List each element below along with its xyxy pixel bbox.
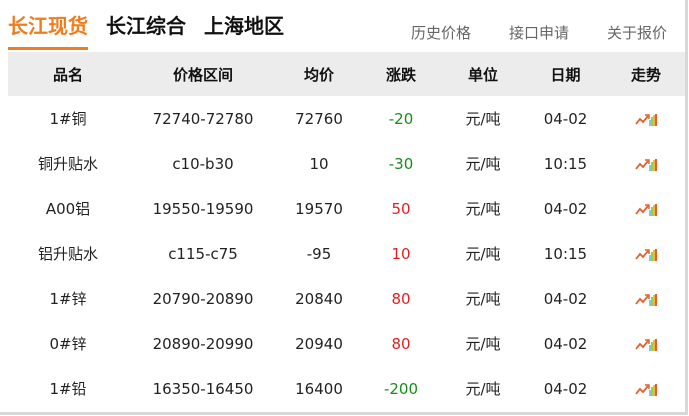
table-row: 0#锌 20890-20990 20940 80 元/吨 04-02 xyxy=(8,321,685,366)
history-price-link[interactable]: 历史价格 xyxy=(410,24,471,42)
unit: 元/吨 xyxy=(465,155,501,173)
col-date: 日期 xyxy=(550,65,581,84)
avg-price: 72760 xyxy=(295,109,343,128)
trend-chart-icon[interactable] xyxy=(607,382,685,396)
col-trend: 走势 xyxy=(630,65,661,84)
price-range: 72740-72780 xyxy=(152,109,254,128)
product-name: 1#铅 xyxy=(49,380,87,398)
product-name: 铜升贴水 xyxy=(37,155,98,173)
col-range: 价格区间 xyxy=(172,65,233,84)
price-range: 16350-16450 xyxy=(152,379,254,398)
trend-chart-icon[interactable] xyxy=(607,292,685,306)
avg-price: 20940 xyxy=(295,334,343,353)
price-change: 80 xyxy=(391,334,411,353)
price-range: 19550-19590 xyxy=(152,199,254,218)
avg-price: 19570 xyxy=(295,199,343,218)
tab-shanghai[interactable]: 上海地区 xyxy=(204,14,284,38)
price-range: 20790-20890 xyxy=(152,289,254,308)
col-change: 涨跌 xyxy=(385,65,416,84)
market-tabs: 长江现货 长江综合 上海地区 xyxy=(8,10,284,50)
trend-chart-icon[interactable] xyxy=(607,157,685,171)
date: 04-02 xyxy=(543,334,588,353)
price-change: -200 xyxy=(383,379,419,398)
col-avg: 均价 xyxy=(303,65,334,84)
date: 10:15 xyxy=(543,154,588,173)
unit: 元/吨 xyxy=(465,200,501,218)
price-change: 50 xyxy=(391,199,411,218)
about-price-link[interactable]: 关于报价 xyxy=(606,24,667,42)
header-links: 历史价格 接口申请 关于报价 xyxy=(411,22,667,43)
table-row: 铜升贴水 c10-b30 10 -30 元/吨 10:15 xyxy=(8,141,685,186)
table-header: 品名 价格区间 均价 涨跌 单位 日期 走势 xyxy=(8,52,685,96)
product-name: 0#锌 xyxy=(49,335,87,353)
price-change: -30 xyxy=(388,154,414,173)
unit: 元/吨 xyxy=(465,290,501,308)
unit: 元/吨 xyxy=(465,110,501,128)
date: 04-02 xyxy=(543,379,588,398)
avg-price: 10 xyxy=(309,154,329,173)
unit: 元/吨 xyxy=(465,380,501,398)
unit: 元/吨 xyxy=(465,245,501,263)
date: 04-02 xyxy=(543,199,588,218)
price-range: 20890-20990 xyxy=(152,334,254,353)
table-row: 铝升贴水 c115-c75 -95 10 元/吨 10:15 xyxy=(8,231,685,276)
product-name: 1#锌 xyxy=(49,290,87,308)
tab-changjiang-composite[interactable]: 长江综合 xyxy=(106,14,186,38)
table-row: 1#铜 72740-72780 72760 -20 元/吨 04-02 xyxy=(8,96,685,141)
price-change: 10 xyxy=(391,244,411,263)
product-name: 铝升贴水 xyxy=(37,245,98,263)
date: 04-02 xyxy=(543,289,588,308)
price-change: -20 xyxy=(388,109,414,128)
unit: 元/吨 xyxy=(465,335,501,353)
price-range: c10-b30 xyxy=(172,154,234,173)
date: 10:15 xyxy=(543,244,588,263)
trend-chart-icon[interactable] xyxy=(607,247,685,261)
price-range: c115-c75 xyxy=(168,244,238,263)
product-name: 1#铜 xyxy=(49,110,87,128)
avg-price: -95 xyxy=(306,244,332,263)
avg-price: 16400 xyxy=(295,379,343,398)
col-unit: 单位 xyxy=(467,65,498,84)
date: 04-02 xyxy=(543,109,588,128)
product-name: A00铝 xyxy=(45,200,91,218)
price-change: 80 xyxy=(391,289,411,308)
trend-chart-icon[interactable] xyxy=(607,337,685,351)
trend-chart-icon[interactable] xyxy=(607,112,685,126)
avg-price: 20840 xyxy=(295,289,343,308)
trend-chart-icon[interactable] xyxy=(607,202,685,216)
col-name: 品名 xyxy=(52,65,83,84)
table-row: 1#锌 20790-20890 20840 80 元/吨 04-02 xyxy=(8,276,685,321)
api-apply-link[interactable]: 接口申请 xyxy=(508,24,569,42)
table-body: 1#铜 72740-72780 72760 -20 元/吨 04-02 铜升贴水… xyxy=(8,96,685,411)
table-row: A00铝 19550-19590 19570 50 元/吨 04-02 xyxy=(8,186,685,231)
table-row: 1#铅 16350-16450 16400 -200 元/吨 04-02 xyxy=(8,366,685,411)
tab-changjiang-spot[interactable]: 长江现货 xyxy=(8,10,88,50)
